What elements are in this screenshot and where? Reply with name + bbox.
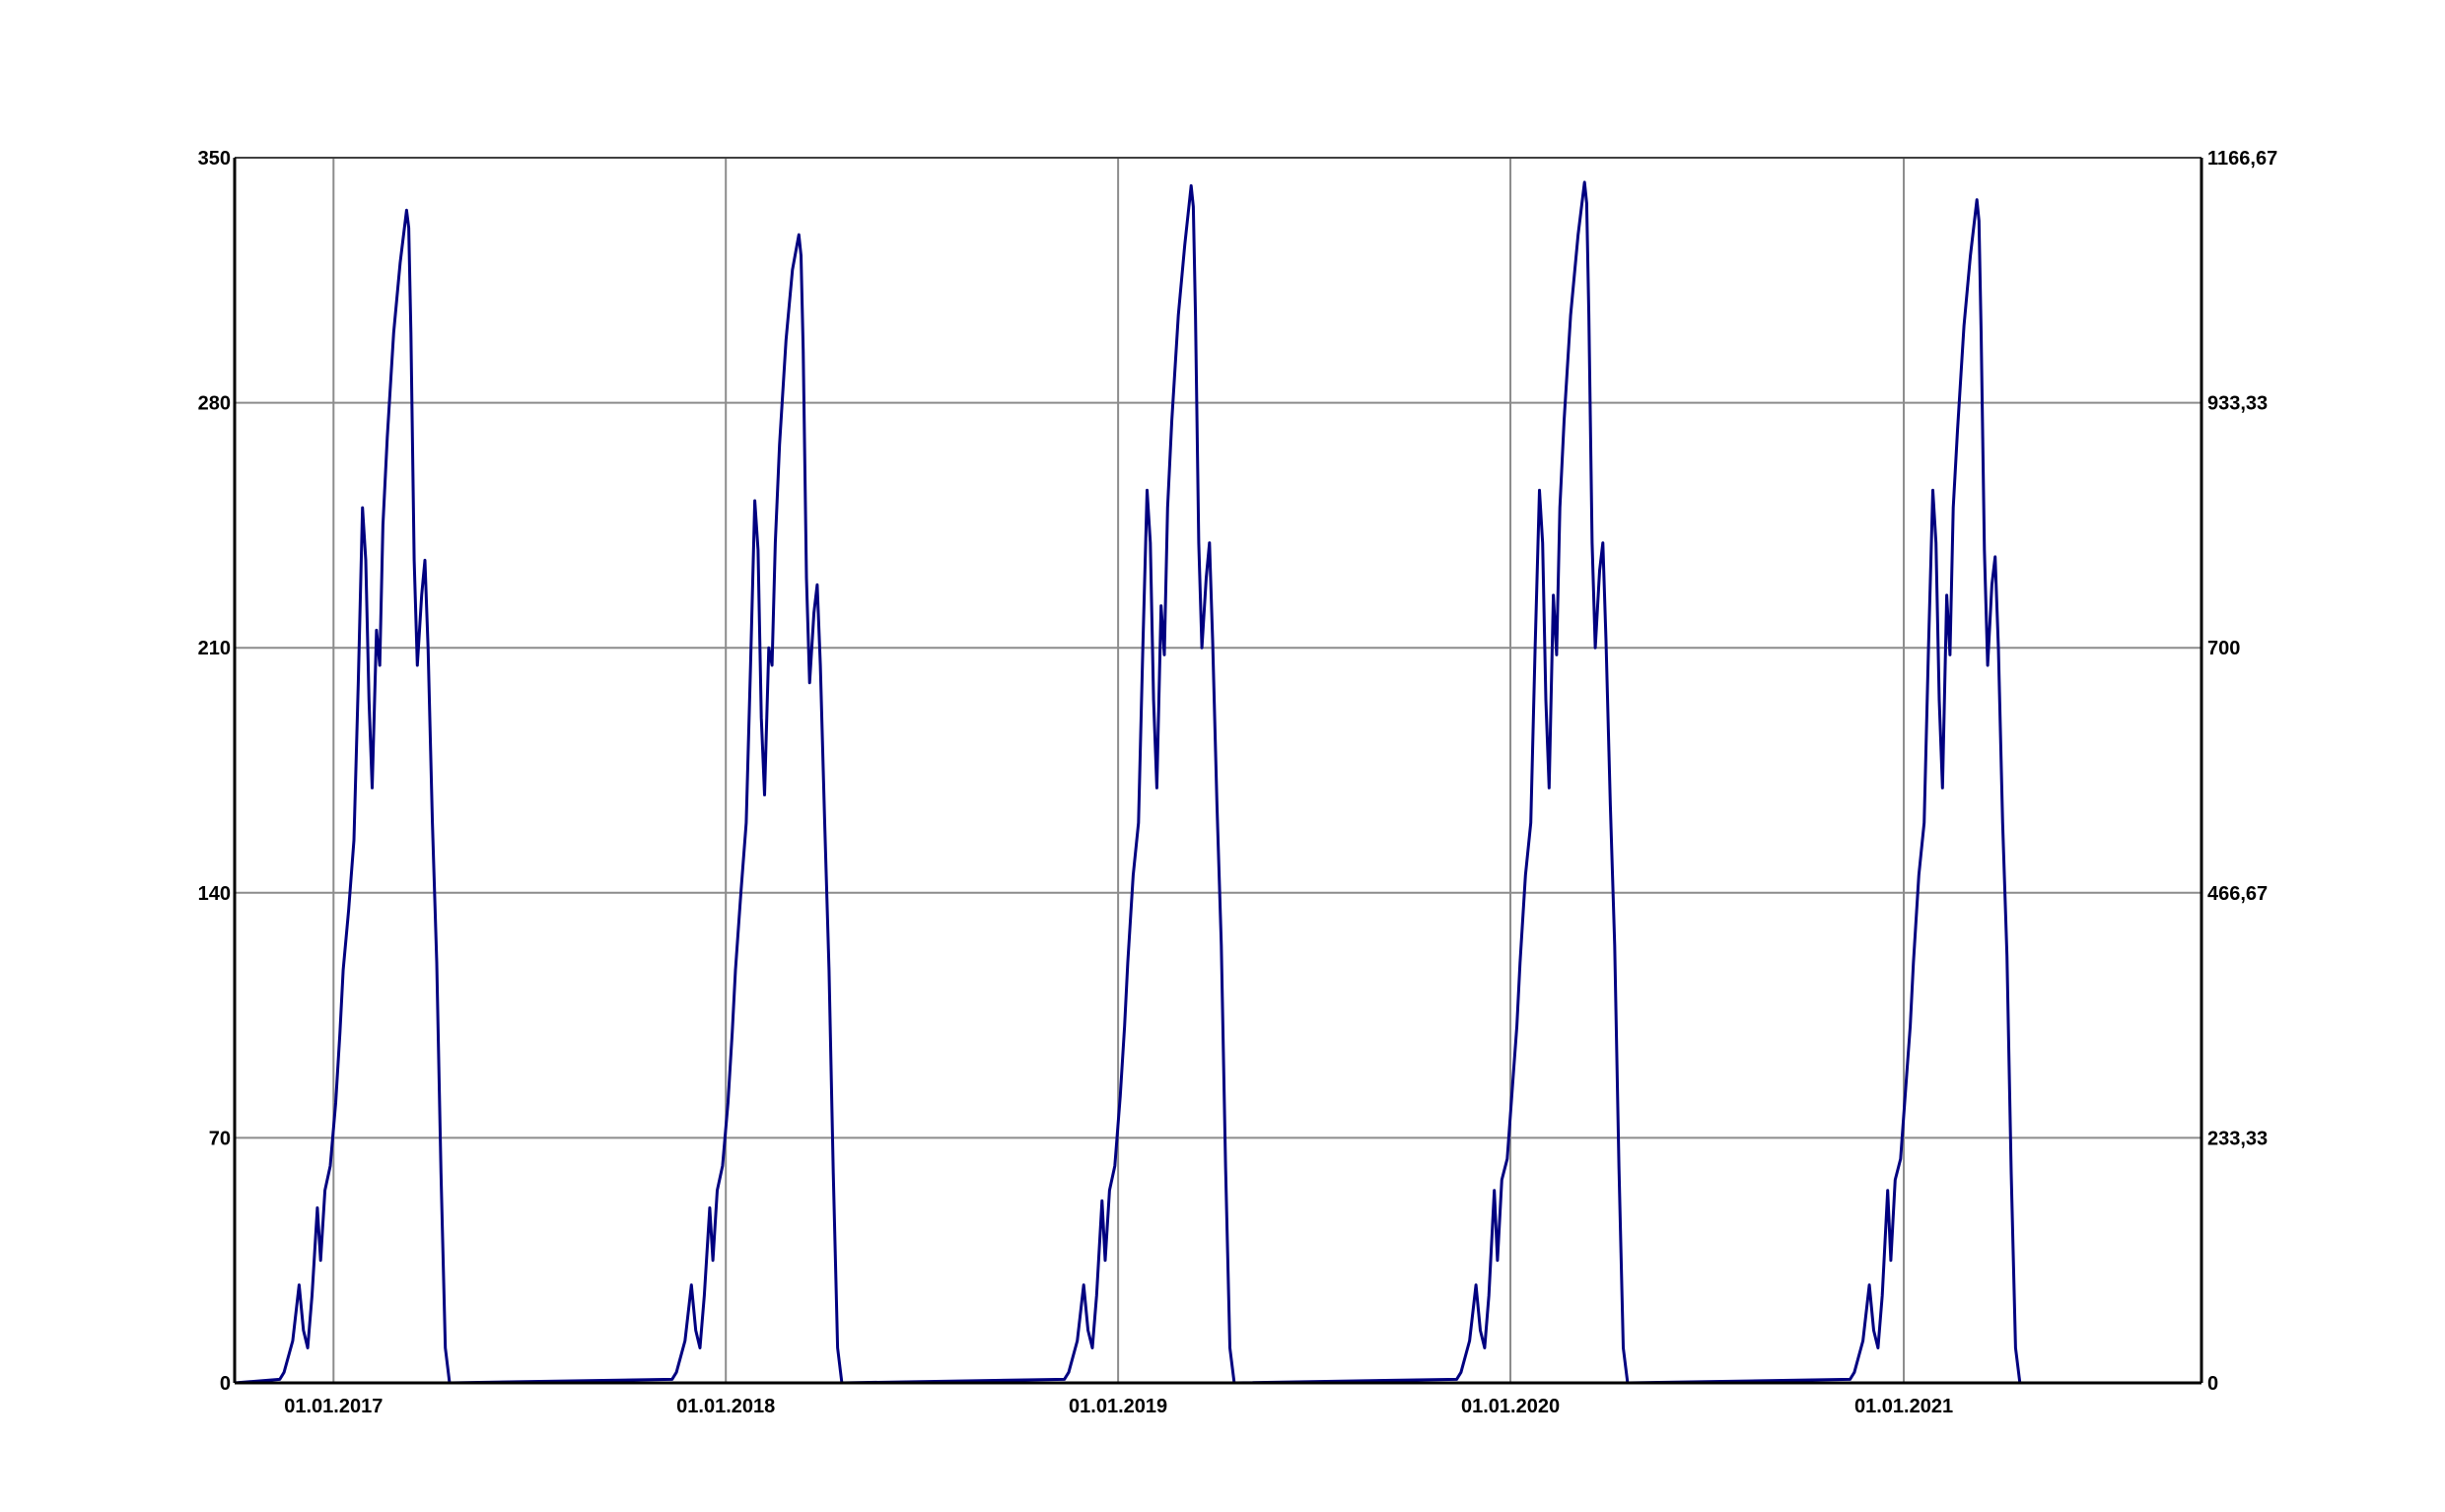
x-tick-label: 01.01.2021 bbox=[1854, 1396, 1953, 1417]
y-tick-label: 350 bbox=[198, 148, 231, 170]
series-line bbox=[234, 180, 2201, 1385]
x-tick-label: 01.01.2020 bbox=[1461, 1396, 1560, 1417]
x-tick-label: 01.01.2017 bbox=[284, 1396, 383, 1417]
y-tick-label: 280 bbox=[198, 393, 231, 415]
y2-tick-label: 700 bbox=[2207, 638, 2240, 659]
y2-tick-label: 1166,67 bbox=[2207, 148, 2277, 170]
y-tick-label: 210 bbox=[198, 638, 231, 659]
y2-tick-label: 0 bbox=[2207, 1373, 2218, 1395]
y-tick-label: 70 bbox=[209, 1128, 231, 1149]
x-tick-label: 01.01.2019 bbox=[1069, 1396, 1167, 1417]
y-tick-label: 0 bbox=[220, 1373, 231, 1395]
y-tick-label: 140 bbox=[198, 883, 231, 905]
y2-tick-label: 233,33 bbox=[2207, 1128, 2268, 1149]
y2-tick-label: 466,67 bbox=[2207, 883, 2268, 905]
x-tick-label: 01.01.2018 bbox=[676, 1396, 775, 1417]
y2-tick-label: 933,33 bbox=[2207, 393, 2268, 415]
